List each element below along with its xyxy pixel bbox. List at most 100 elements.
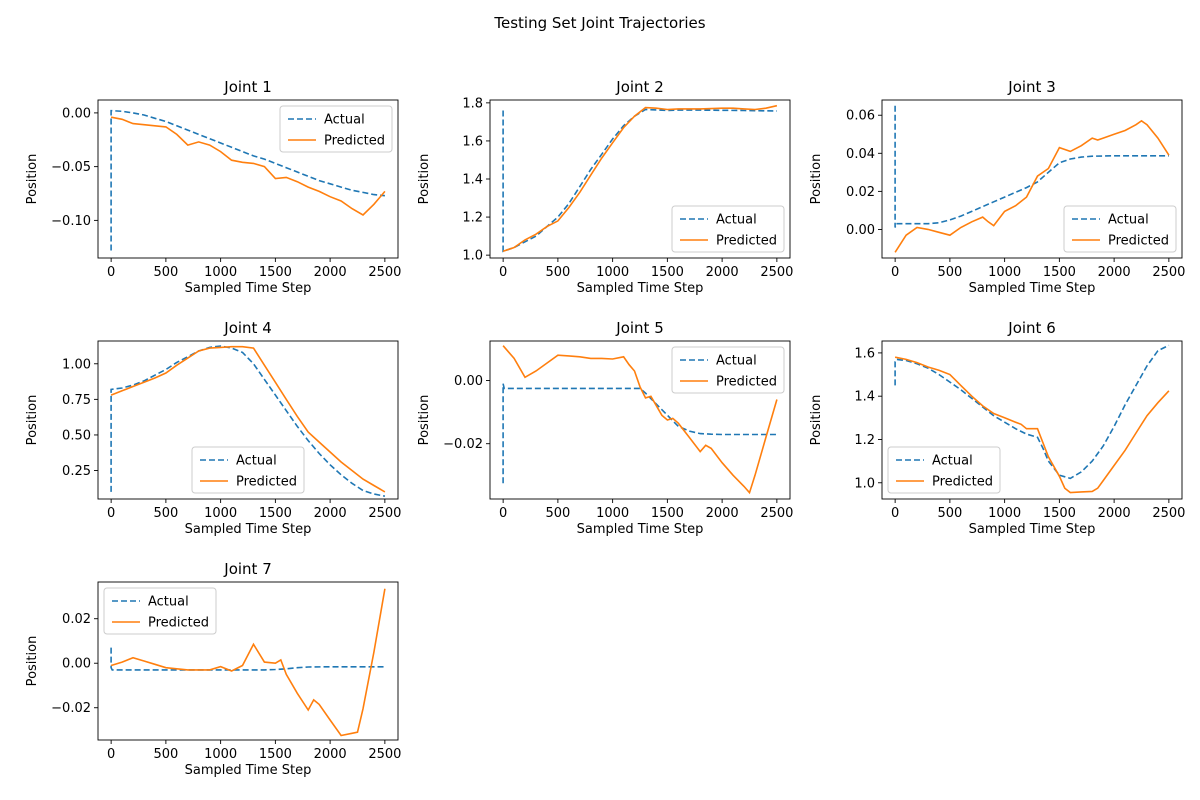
y-tick-label: 1.8: [462, 96, 483, 111]
x-tick-label: 500: [153, 747, 178, 762]
subplot-title: Joint 6: [1007, 319, 1055, 337]
x-axis-label: Sampled Time Step: [185, 281, 312, 296]
x-tick-label: 0: [891, 265, 899, 280]
y-axis-label: Position: [809, 395, 824, 446]
y-axis-label: Position: [25, 395, 40, 446]
x-tick-label: 1000: [204, 506, 237, 521]
legend-label-actual: Actual: [324, 113, 365, 128]
x-axis-label: Sampled Time Step: [969, 522, 1096, 537]
y-tick-label: 1.2: [854, 433, 875, 448]
subplot-joint-6: Joint 6 0 500 1000 1500 2000 2500 1.0 1.2 1.4 1.6 S…: [809, 319, 1185, 537]
y-tick-label: 0.75: [62, 393, 91, 408]
x-tick-label: 2000: [706, 506, 739, 521]
legend-label-actual: Actual: [1108, 213, 1149, 228]
legend-label-actual: Actual: [716, 213, 757, 228]
x-tick-label: 2500: [368, 506, 401, 521]
y-tick-label: 1.6: [854, 346, 875, 361]
legend-label-predicted: Predicted: [324, 134, 385, 149]
x-tick-label: 500: [937, 265, 962, 280]
legend: Actual Predicted: [279, 105, 393, 153]
axes-frame: [97, 99, 399, 259]
x-tick-label: 0: [107, 265, 115, 280]
legend: Actual Predicted: [671, 346, 785, 394]
x-tick-label: 500: [937, 506, 962, 521]
series-line-actual: [110, 647, 385, 671]
x-tick-label: 1000: [596, 265, 629, 280]
x-tick-label: 1500: [651, 265, 684, 280]
y-axis-label: Position: [809, 154, 824, 205]
series-line-actual: [110, 345, 386, 497]
series-line-predicted: [502, 104, 778, 253]
subplot-title: Joint 7: [223, 560, 271, 578]
legend: Actual Predicted: [103, 587, 217, 635]
subplot-title: Joint 4: [223, 319, 271, 337]
x-tick-label: 2500: [368, 265, 401, 280]
y-axis-label: Position: [25, 154, 40, 205]
subplot-title: Joint 1: [223, 78, 271, 96]
subplot-title: Joint 3: [1007, 78, 1055, 96]
subplot-joint-1: Joint 1 0 500 1000 1500 2000 2500 −0.10 −0.05 0.0…: [25, 78, 401, 296]
series-line-actual: [502, 108, 777, 253]
y-tick-label: −0.05: [51, 160, 91, 175]
legend-label-actual: Actual: [236, 454, 277, 469]
legend-label-predicted: Predicted: [716, 234, 777, 249]
y-tick-label: 0.02: [62, 612, 91, 627]
subplot-joint-2: Joint 2 0 500 1000 1500 2000 2500 1.0 1.2 1.4 1.6 1…: [417, 78, 793, 296]
y-tick-label: −0.02: [51, 701, 91, 716]
legend-label-predicted: Predicted: [716, 375, 777, 390]
axes-frame: [881, 99, 1183, 259]
axes-frame: [489, 340, 791, 500]
x-tick-label: 1500: [1043, 265, 1076, 280]
x-axis-label: Sampled Time Step: [577, 522, 704, 537]
series-line-predicted: [894, 356, 1170, 494]
y-tick-label: 0.25: [62, 464, 91, 479]
x-tick-label: 500: [153, 506, 178, 521]
x-tick-label: 1500: [259, 506, 292, 521]
series-line-predicted: [110, 116, 386, 216]
y-tick-label: 0.06: [846, 109, 875, 124]
y-tick-label: 0.00: [62, 657, 91, 672]
y-tick-label: 0.50: [62, 428, 91, 443]
series-line-actual: [110, 109, 385, 251]
y-tick-label: 0.00: [454, 374, 483, 389]
x-tick-label: 2000: [1098, 506, 1131, 521]
x-axis-label: Sampled Time Step: [185, 522, 312, 537]
y-tick-label: 0.00: [62, 106, 91, 121]
y-axis-label: Position: [417, 154, 432, 205]
y-tick-label: 1.00: [62, 357, 91, 372]
series-line-predicted: [502, 345, 778, 495]
x-tick-label: 1000: [988, 265, 1021, 280]
y-tick-label: 0.00: [846, 223, 875, 238]
x-axis-label: Sampled Time Step: [577, 281, 704, 296]
series-line-predicted: [894, 119, 1170, 253]
axes-frame: [97, 340, 399, 500]
y-tick-label: 0.04: [846, 147, 875, 162]
x-axis-label: Sampled Time Step: [969, 281, 1096, 296]
x-tick-label: 2500: [760, 265, 793, 280]
axes-frame: [97, 581, 399, 741]
x-tick-label: 1000: [596, 506, 629, 521]
y-tick-label: −0.02: [443, 437, 483, 452]
subplot-joint-3: Joint 3 0 500 1000 1500 2000 2500 0.00 0.02 0.04 0…: [809, 78, 1185, 296]
legend: Actual Predicted: [1063, 205, 1177, 253]
y-tick-label: 1.0: [462, 249, 483, 264]
subplot-title: Joint 2: [615, 78, 663, 96]
x-tick-label: 0: [107, 747, 115, 762]
x-tick-label: 1500: [259, 265, 292, 280]
x-tick-label: 2000: [706, 265, 739, 280]
x-tick-label: 2000: [314, 506, 347, 521]
legend-label-actual: Actual: [716, 354, 757, 369]
series-line-predicted: [110, 588, 386, 737]
x-tick-label: 1000: [988, 506, 1021, 521]
series-line-predicted: [110, 345, 386, 493]
x-tick-label: 2500: [368, 747, 401, 762]
legend-label-predicted: Predicted: [932, 475, 993, 490]
x-tick-label: 0: [107, 506, 115, 521]
figure-title: Testing Set Joint Trajectories: [493, 14, 705, 32]
x-tick-label: 1500: [1043, 506, 1076, 521]
x-tick-label: 2000: [314, 265, 347, 280]
legend-label-predicted: Predicted: [236, 475, 297, 490]
y-tick-label: 1.6: [462, 134, 483, 149]
